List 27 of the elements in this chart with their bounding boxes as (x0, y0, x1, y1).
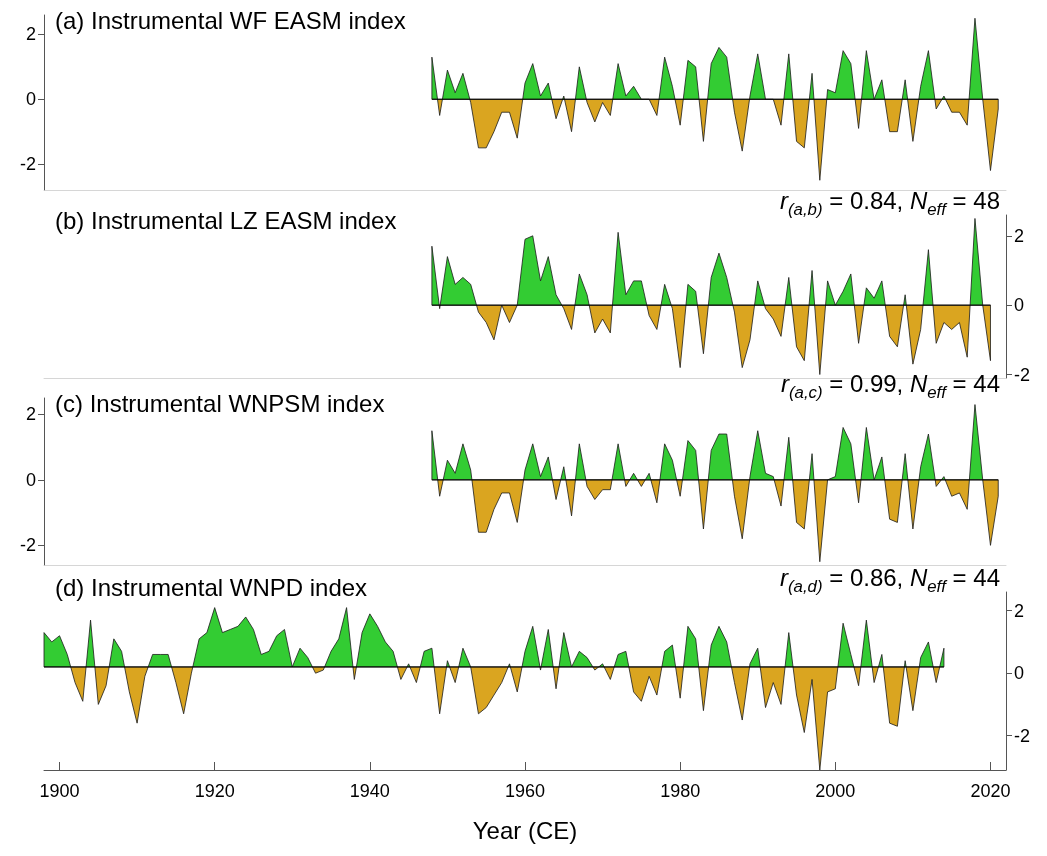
y-tick-label: 0 (25, 469, 36, 490)
chart-title: (b) Instrumental LZ EASM index (55, 206, 397, 234)
chart-title: (c) Instrumental WNPSM index (55, 389, 385, 417)
x-tick-label: 1980 (660, 781, 701, 801)
y-tick-label: 0 (1014, 663, 1025, 684)
y-tick-label: 2 (25, 24, 36, 45)
y-tick-label: 0 (1014, 295, 1025, 316)
x-axis-title: Year (CE) (472, 816, 578, 844)
chart-title: (d) Instrumental WNPD index (55, 573, 368, 601)
annotation: r$_{(a,b)}$ = 0.84, N$_{eff}$ = 48 (780, 187, 1000, 219)
y-tick-label: 0 (25, 89, 36, 110)
chart-title: (a) Instrumental WF EASM index (55, 6, 406, 34)
annotation: r$_{(a,c)}$ = 0.99, N$_{eff}$ = 44 (780, 370, 1000, 402)
y-tick-label: -2 (19, 154, 36, 175)
y-tick-label: -2 (19, 535, 36, 556)
annotation: r$_{(a,d)}$ = 0.86, N$_{eff}$ = 44 (780, 564, 1000, 596)
x-tick-label: 1920 (194, 781, 235, 801)
y-tick-label: -2 (1014, 725, 1031, 746)
y-tick-label: 2 (1014, 225, 1025, 246)
y-tick-label: -2 (1014, 364, 1031, 385)
x-tick-label: 1900 (39, 781, 80, 801)
x-tick-label: 1940 (349, 781, 390, 801)
y-tick-label: 2 (1014, 600, 1025, 621)
y-tick-label: 2 (25, 404, 36, 425)
x-tick-label: 2000 (815, 781, 856, 801)
x-tick-label: 1960 (504, 781, 546, 801)
x-tick-label: 2020 (970, 781, 1011, 801)
